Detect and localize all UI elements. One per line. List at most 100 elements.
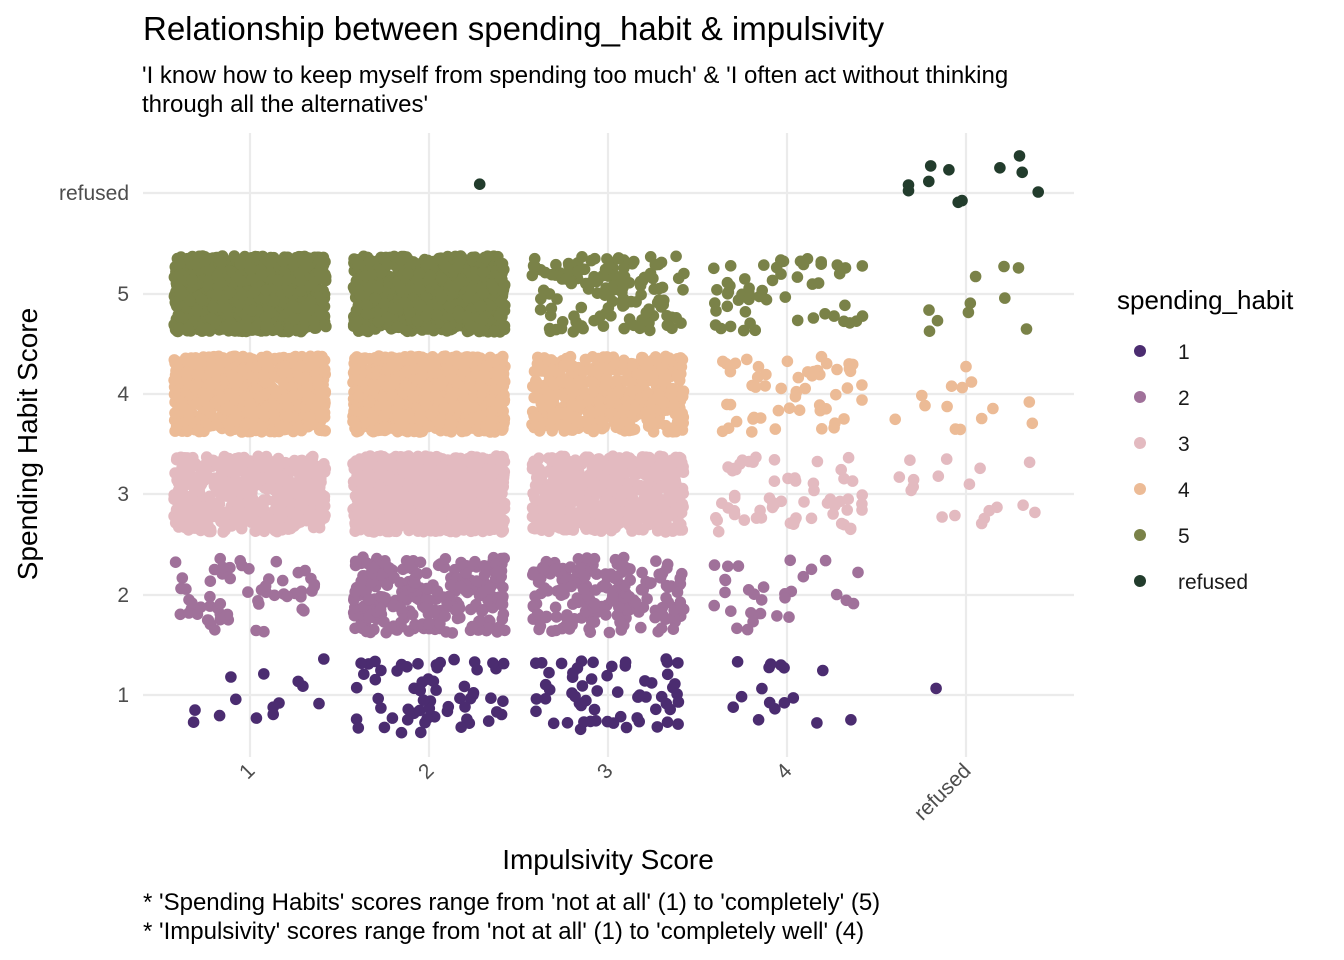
point-impulsivity-2-spending-1 — [431, 661, 444, 674]
point-impulsivity-2-spending-2 — [379, 592, 392, 604]
point-impulsivity-2-spending-1 — [358, 668, 370, 680]
point-impulsivity-2-spending-2 — [362, 593, 375, 606]
point-impulsivity-1-spending-4 — [267, 408, 280, 421]
point-impulsivity-1-spending-4 — [292, 421, 304, 434]
point-impulsivity-1-spending-3 — [189, 484, 201, 497]
point-impulsivity-1-spending-4 — [301, 379, 313, 392]
point-impulsivity-1-spending-3 — [305, 492, 318, 504]
point-impulsivity-1-spending-4 — [286, 390, 299, 403]
point-impulsivity-2-spending-1 — [485, 692, 497, 704]
point-impulsivity-2-spending-3 — [479, 474, 491, 486]
point-impulsivity-1-spending-5 — [207, 301, 220, 314]
chart-subtitle-line-1: 'I know how to keep myself from spending… — [142, 62, 1008, 89]
point-impulsivity-1-spending-3 — [252, 517, 264, 529]
point-impulsivity-2-spending-2 — [409, 577, 421, 589]
point-impulsivity-1-spending-1 — [258, 668, 270, 680]
chart-subtitle-line-2: through all the alternatives' — [142, 91, 428, 118]
point-impulsivity-1-spending-5 — [171, 300, 183, 313]
point-impulsivity-2-spending-3 — [378, 514, 390, 527]
point-impulsivity-2-spending-1 — [412, 658, 424, 670]
point-impulsivity-1-spending-3 — [263, 455, 276, 467]
point-impulsivity-1-spending-2 — [252, 598, 265, 610]
point-impulsivity-1-spending-5 — [234, 258, 247, 270]
point-impulsivity-1-spending-2 — [214, 598, 227, 610]
point-impulsivity-1-spending-4 — [169, 407, 181, 419]
point-impulsivity-1-spending-3 — [205, 509, 217, 522]
point-impulsivity-1-spending-2 — [214, 613, 226, 626]
point-impulsivity-1-spending-3 — [234, 505, 246, 518]
point-impulsivity-1-spending-4 — [310, 373, 323, 386]
point-impulsivity-1-spending-3 — [261, 483, 274, 496]
point-impulsivity-1-spending-4 — [282, 410, 294, 423]
point-impulsivity-2-spending-1 — [497, 657, 510, 670]
point-impulsivity-2-spending-2 — [394, 602, 407, 614]
point-impulsivity-2-spending-3 — [486, 453, 498, 466]
point-impulsivity-1-spending-4 — [282, 400, 294, 413]
point-impulsivity-1-spending-4 — [190, 352, 202, 365]
point-impulsivity-1-spending-4 — [259, 408, 271, 420]
point-impulsivity-1-spending-2 — [183, 607, 195, 619]
point-impulsivity-1-spending-2 — [216, 561, 229, 574]
point-impulsivity-1-spending-3 — [251, 505, 264, 517]
point-impulsivity-1-spending-5 — [173, 311, 186, 323]
point-impulsivity-2-spending-3 — [404, 471, 417, 484]
point-impulsivity-1-spending-1 — [189, 704, 201, 716]
point-impulsivity-1-spending-1 — [225, 671, 237, 683]
point-impulsivity-2-spending-3 — [468, 497, 481, 510]
point-impulsivity-1-spending-4 — [192, 424, 205, 436]
point-impulsivity-1-spending-5 — [316, 309, 328, 321]
point-impulsivity-2-spending-1 — [417, 694, 430, 706]
point-impulsivity-2-spending-1 — [352, 722, 365, 734]
point-impulsivity-1-spending-5 — [283, 325, 296, 337]
point-impulsivity-2-spending-2 — [491, 626, 504, 638]
point-impulsivity-2-spending-2 — [360, 625, 373, 638]
point-impulsivity-1-spending-3 — [235, 518, 247, 531]
point-impulsivity-1-spending-3 — [275, 511, 288, 524]
point-impulsivity-1-spending-3 — [294, 455, 307, 467]
point-impulsivity-1-spending-1 — [273, 697, 285, 709]
point-impulsivity-2-spending-3 — [451, 486, 463, 498]
point-impulsivity-1-spending-5 — [260, 320, 273, 333]
point-impulsivity-1-spending-2 — [169, 556, 182, 568]
point-impulsivity-1-spending-5 — [265, 251, 277, 264]
point-impulsivity-2-spending-1 — [350, 681, 363, 694]
point-impulsivity-1-spending-2 — [204, 575, 217, 587]
point-impulsivity-2-spending-3 — [388, 525, 401, 537]
point-impulsivity-2-spending-2 — [355, 575, 368, 587]
point-impulsivity-1-spending-5 — [205, 312, 218, 325]
point-impulsivity-1-spending-5 — [287, 300, 299, 312]
point-impulsivity-1-spending-2 — [276, 574, 289, 587]
point-impulsivity-2-spending-2 — [404, 560, 416, 572]
point-impulsivity-1-spending-5 — [268, 295, 280, 307]
point-impulsivity-1-spending-4 — [236, 363, 249, 376]
point-impulsivity-2-spending-2 — [476, 605, 488, 617]
point-impulsivity-1-spending-2 — [209, 624, 221, 636]
point-impulsivity-1-spending-4 — [170, 420, 183, 433]
point-impulsivity-1-spending-2 — [175, 582, 187, 595]
point-impulsivity-2-spending-3 — [462, 479, 475, 492]
point-impulsivity-2-spending-3 — [359, 507, 371, 520]
point-impulsivity-1-spending-4 — [249, 406, 261, 419]
point-impulsivity-2-spending-3 — [447, 512, 459, 525]
point-impulsivity-1-spending-4 — [197, 394, 210, 407]
point-impulsivity-1-spending-3 — [271, 501, 283, 514]
point-impulsivity-2-spending-3 — [420, 499, 432, 511]
point-impulsivity-1-spending-5 — [235, 275, 247, 287]
point-impulsivity-2-spending-1 — [422, 673, 435, 685]
point-impulsivity-2-spending-2 — [383, 562, 396, 574]
point-impulsivity-1-spending-2 — [195, 601, 207, 613]
point-impulsivity-2-spending-3 — [404, 511, 416, 523]
point-impulsivity-2-spending-1 — [497, 695, 509, 707]
point-impulsivity-1-spending-5 — [214, 276, 226, 289]
point-impulsivity-1-spending-3 — [288, 507, 300, 519]
point-impulsivity-2-spending-2 — [454, 580, 467, 593]
point-impulsivity-2-spending-3 — [495, 515, 507, 528]
point-impulsivity-2-spending-1 — [402, 703, 415, 716]
point-impulsivity-2-spending-3 — [396, 452, 409, 464]
point-impulsivity-2-spending-2 — [349, 555, 362, 568]
point-impulsivity-1-spending-4 — [308, 353, 321, 366]
point-impulsivity-2-spending-3 — [433, 514, 446, 526]
point-impulsivity-1-spending-2 — [250, 624, 262, 637]
point-impulsivity-1-spending-4 — [256, 421, 268, 433]
point-impulsivity-1-spending-4 — [280, 423, 292, 436]
